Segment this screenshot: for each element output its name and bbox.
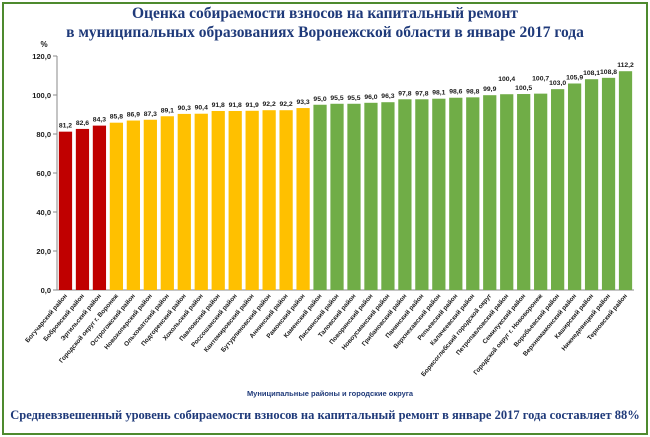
bar	[364, 102, 378, 290]
bar	[296, 108, 310, 290]
bar-value-label: 98,1	[432, 90, 445, 97]
bar-value-label: 100,7	[532, 76, 549, 83]
bar-value-label: 84,3	[93, 117, 106, 124]
bar	[143, 119, 157, 290]
bar	[347, 103, 361, 291]
bar	[313, 104, 327, 290]
bar-value-label: 87,3	[144, 111, 157, 118]
chart-title: Оценка собираемости взносов на капитальн…	[0, 4, 650, 42]
bar-value-label: 105,9	[566, 74, 583, 81]
y-tick-label: 40,0	[36, 208, 51, 217]
bar-value-label: 86,9	[127, 112, 140, 119]
bar	[262, 110, 276, 291]
bar-value-label: 100,4	[498, 76, 515, 83]
bar	[432, 98, 446, 290]
bar-value-label: 99,9	[483, 86, 496, 93]
bar-value-label: 100,5	[515, 85, 532, 92]
bar	[415, 99, 429, 290]
bar	[551, 89, 565, 291]
bar	[601, 77, 616, 290]
bar-value-label: 98,8	[466, 88, 479, 95]
bar-value-label: 92,2	[279, 101, 292, 108]
bar-value-label: 95,5	[330, 95, 343, 102]
bar	[177, 113, 191, 290]
bar-value-label: 90,4	[195, 105, 208, 112]
bar-value-label: 91,9	[246, 102, 259, 109]
bar-value-label: 97,8	[415, 90, 428, 97]
bar-value-label: 97,8	[398, 90, 411, 97]
bar	[160, 116, 174, 290]
bar-value-label: 108,8	[600, 69, 617, 76]
bar	[534, 93, 548, 290]
bar-value-label: 93,3	[296, 99, 309, 106]
bar-value-label: 98,6	[449, 89, 462, 96]
x-axis-label: Муниципальные районы и городские округа	[247, 389, 414, 398]
bar-value-label: 90,3	[178, 105, 191, 112]
bar-value-label: 92,2	[263, 101, 276, 108]
bar	[567, 83, 582, 291]
bar	[245, 110, 259, 290]
bar	[381, 102, 395, 290]
y-tick-label: 60,0	[36, 169, 51, 178]
bar-value-label: 82,6	[76, 120, 89, 127]
bar-value-label: 103,0	[549, 80, 566, 87]
bar	[194, 113, 208, 290]
bar	[618, 71, 633, 291]
bar	[398, 99, 412, 290]
chart-title-line-1: Оценка собираемости взносов на капитальн…	[131, 5, 519, 22]
bar-value-label: 91,8	[229, 102, 242, 109]
y-tick-label: 80,0	[36, 130, 51, 139]
bar	[330, 103, 344, 291]
footer-note: Средневзвешенный уровень собираемости вз…	[10, 408, 640, 422]
bar	[58, 131, 73, 290]
bar-value-label: 96,0	[364, 94, 377, 101]
bar-value-label: 91,8	[212, 102, 225, 109]
bar-value-label: 95,5	[347, 95, 360, 102]
bar	[466, 97, 480, 290]
bar-value-label: 112,2	[617, 62, 634, 69]
bar	[211, 110, 225, 291]
bar-value-label: 85,8	[110, 114, 123, 121]
bar-value-label: 96,3	[381, 93, 394, 100]
bar	[500, 94, 514, 290]
bar	[92, 125, 107, 291]
bar-value-label: 108,1	[583, 70, 600, 77]
bar	[228, 110, 242, 291]
y-tick-label: 0,0	[41, 286, 51, 295]
bar	[584, 79, 599, 290]
bar	[279, 110, 293, 291]
bar-value-label: 95,0	[313, 96, 326, 103]
bar	[517, 94, 531, 291]
bar-value-label: 81,2	[59, 123, 72, 130]
bar	[449, 97, 463, 290]
bar	[75, 128, 90, 290]
y-tick-label: 20,0	[36, 247, 51, 256]
bar	[126, 120, 140, 290]
bar	[109, 122, 124, 290]
chart-title-line-2: в муниципальных образованиях Воронежской…	[66, 24, 584, 41]
y-tick-label: 100,0	[32, 91, 51, 100]
bar	[483, 95, 497, 290]
y-tick-label: 120,0	[32, 52, 51, 61]
y-axis-label: %	[40, 40, 47, 49]
bar-value-label: 89,1	[161, 107, 174, 114]
